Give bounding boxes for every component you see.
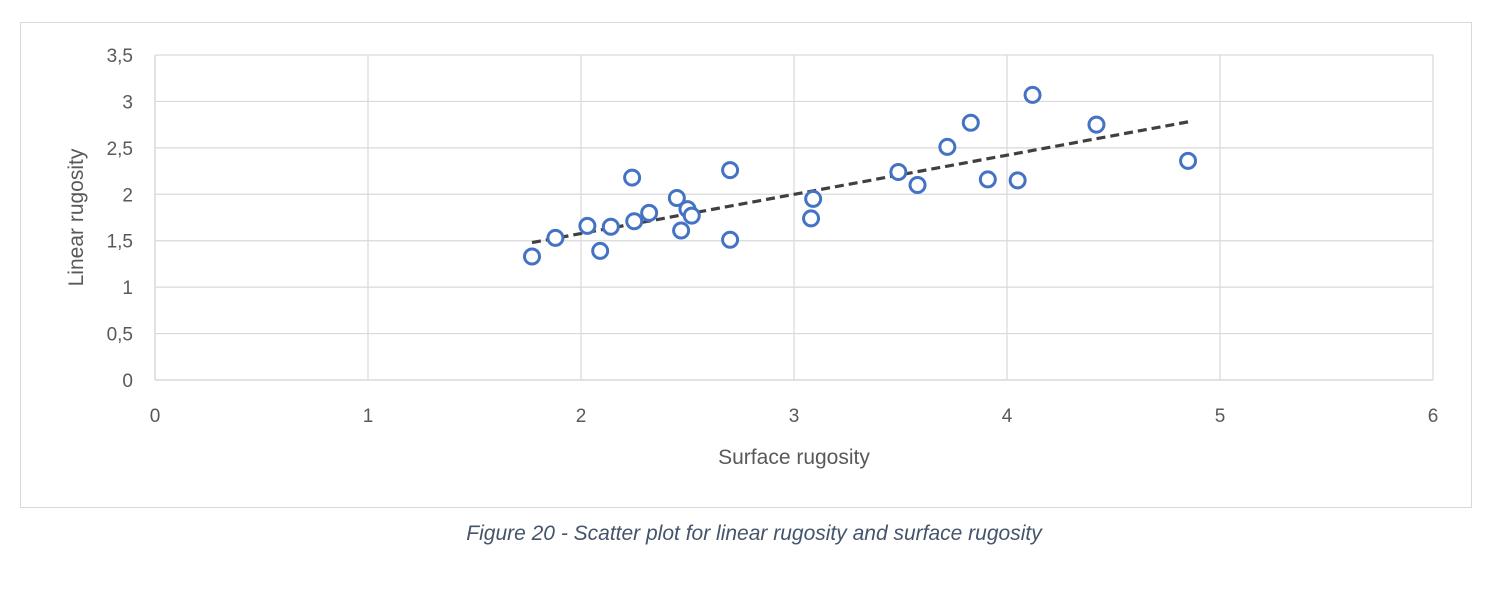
data-point: [721, 161, 740, 180]
data-point: [804, 189, 823, 208]
data-point: [578, 216, 597, 235]
chart-area: 0 0,5 1 1,5 2 2,5 3 3,5 0 1 2 3 4 5 6 Surface rugosity…: [20, 22, 1472, 508]
data-point: [623, 168, 642, 187]
data-point: [672, 221, 691, 240]
data-points: [523, 85, 1198, 266]
data-point: [1023, 85, 1042, 104]
y-tick-label: 1: [122, 278, 133, 299]
x-tick-label: 0: [150, 406, 161, 427]
data-point: [1008, 171, 1027, 190]
data-point: [601, 217, 620, 236]
data-point: [978, 170, 997, 189]
y-tick-label: 2,5: [107, 139, 133, 160]
data-point: [938, 137, 957, 156]
x-tick-label: 6: [1428, 406, 1439, 427]
data-point: [908, 176, 927, 194]
y-tick-label: 0: [122, 371, 133, 392]
y-tick-label: 0,5: [107, 325, 133, 346]
data-point: [591, 241, 610, 260]
y-axis-title: Linear rugosity: [65, 148, 88, 286]
x-tick-label: 4: [1002, 406, 1013, 427]
data-point: [721, 230, 740, 249]
y-tick-label: 3,5: [107, 46, 133, 67]
data-point: [1179, 151, 1198, 170]
data-point: [802, 209, 821, 228]
x-tick-label: 3: [789, 406, 800, 427]
x-tick-label: 2: [576, 406, 587, 427]
data-point: [1087, 115, 1106, 134]
y-tick-label: 1,5: [107, 232, 133, 253]
data-point: [625, 212, 644, 231]
scatter-plot: 0 0,5 1 1,5 2 2,5 3 3,5 0 1 2 3 4 5 6 Surface rugosity…: [65, 46, 1439, 469]
y-tick-label: 3: [122, 92, 133, 113]
data-point: [523, 247, 542, 266]
data-point: [889, 163, 908, 181]
data-point: [682, 206, 701, 225]
data-point: [961, 113, 980, 132]
data-point: [640, 203, 659, 222]
x-tick-label: 5: [1215, 406, 1226, 427]
data-point: [667, 189, 686, 207]
x-tick-label: 1: [363, 406, 374, 427]
gridlines: [155, 54, 1434, 380]
data-point: [546, 228, 565, 247]
y-tick-label: 2: [122, 185, 133, 206]
tick-labels: 0 0,5 1 1,5 2 2,5 3 3,5 0 1 2 3 4 5 6: [107, 46, 1439, 427]
x-axis-title: Surface rugosity: [718, 446, 870, 469]
axes: [154, 55, 1433, 381]
figure-caption: Figure 20 - Scatter plot for linear rugo…: [466, 522, 1042, 545]
